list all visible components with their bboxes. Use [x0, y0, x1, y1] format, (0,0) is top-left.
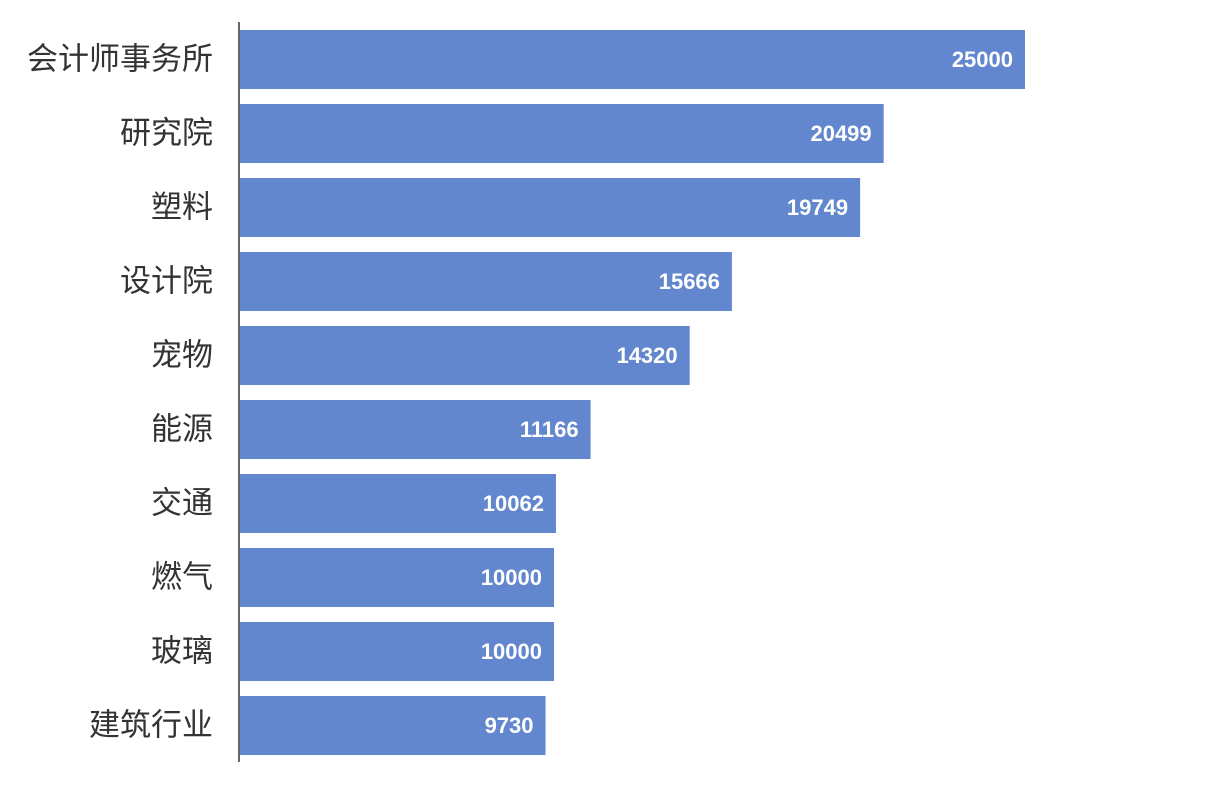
bar [240, 622, 554, 681]
bar [240, 30, 1025, 89]
category-tick-label: 设计院 [120, 264, 213, 300]
bar-value-label: 10062 [483, 491, 544, 516]
bar [240, 548, 554, 607]
bar-value-label: 19749 [787, 195, 848, 220]
category-tick-label: 宠物 [151, 338, 213, 374]
bar-value-label: 11166 [520, 417, 579, 442]
bar-value-label: 20499 [810, 121, 871, 146]
bars-layer [240, 30, 1025, 755]
category-tick-label: 塑料 [151, 190, 213, 226]
bar-value-label: 15666 [659, 269, 720, 294]
category-tick-label: 研究院 [120, 116, 213, 152]
bar [240, 400, 591, 459]
bar [240, 696, 546, 755]
category-tick-label: 交通 [151, 486, 213, 522]
bar [240, 104, 884, 163]
category-tick-label: 会计师事务所 [27, 42, 213, 78]
category-tick-label: 燃气 [151, 560, 213, 596]
category-tick-label: 能源 [151, 412, 213, 448]
labels-layer: 25000 会计师事务所 20499 研究院 19749 塑料 15666 设计院 14320 宠… [27, 42, 1013, 744]
bar-value-label: 14320 [616, 343, 677, 368]
bar-value-label: 25000 [952, 47, 1013, 72]
bar [240, 252, 732, 311]
bar [240, 326, 690, 385]
bar [240, 474, 556, 533]
category-tick-label: 玻璃 [151, 634, 213, 670]
category-tick-label: 建筑行业 [89, 708, 213, 744]
bar-value-label: 9730 [485, 713, 534, 738]
bar-value-label: 10000 [481, 565, 542, 590]
bar [240, 178, 861, 237]
bar-value-label: 10000 [481, 639, 542, 664]
